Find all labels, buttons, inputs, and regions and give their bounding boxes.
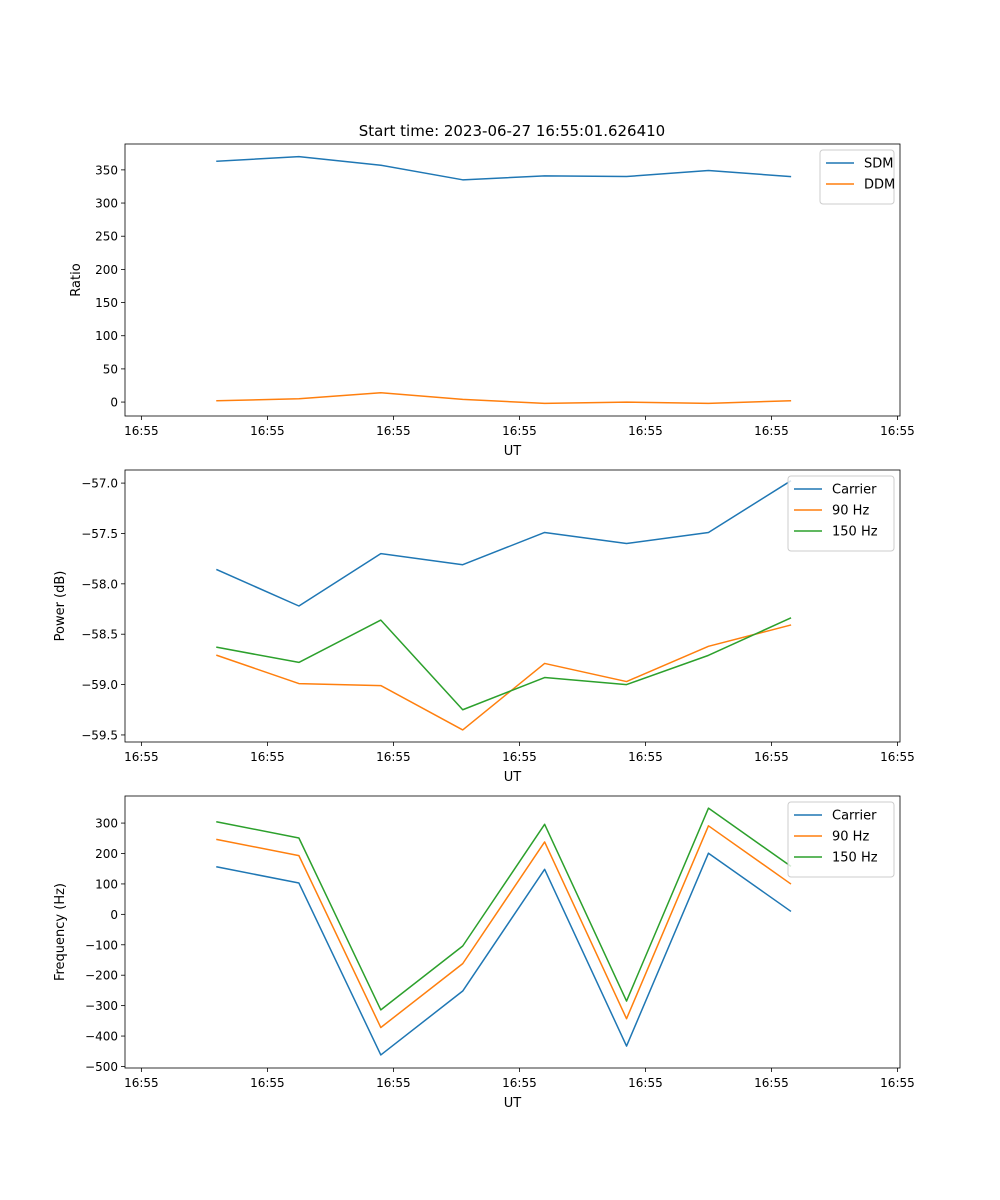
x-axis-label: UT (504, 1096, 522, 1111)
x-tick-label: 16:55 (376, 750, 411, 764)
x-axis-label: UT (504, 770, 522, 785)
x-tick-label: 16:55 (124, 750, 159, 764)
legend-label: 150 Hz (832, 851, 878, 866)
y-tick-label: −58.5 (81, 628, 118, 642)
y-tick-label: −58.0 (81, 577, 118, 591)
y-axis-label: Power (dB) (53, 571, 68, 642)
legend-label: Carrier (832, 483, 877, 498)
legend-label: SDM (864, 157, 893, 172)
x-axis-label: UT (504, 444, 522, 459)
y-tick-label: −300 (85, 999, 118, 1013)
axes-frame (124, 469, 901, 743)
subplot-1: 16:5516:5516:5516:5516:5516:5516:5516:56… (69, 143, 915, 459)
series-line-sdm (216, 155, 792, 181)
legend: Carrier 90 Hz 150 Hz (787, 801, 895, 878)
x-tick-label: 16:55 (754, 1076, 789, 1090)
x-tick-label: 16:55 (628, 424, 663, 438)
y-tick-label: −57.0 (81, 477, 118, 491)
x-tick-label: 16:55 (250, 424, 285, 438)
y-tick-label: 200 (95, 847, 118, 861)
y-tick-label: 200 (95, 263, 118, 277)
legend-label: 90 Hz (832, 830, 869, 845)
legend-label: Carrier (832, 809, 877, 824)
y-tick-label: 50 (103, 362, 118, 376)
legend-label: 150 Hz (832, 525, 878, 540)
y-tick-label: 300 (95, 817, 118, 831)
plots: 16:5516:5516:5516:5516:5516:5516:5516:56… (53, 143, 915, 1111)
y-tick-label: 300 (95, 197, 118, 211)
legend: Carrier 90 Hz 150 Hz (787, 475, 895, 552)
x-tick-label: 16:55 (502, 424, 537, 438)
series-line-90-hz (216, 825, 792, 1029)
x-tick-label: 16:55 (250, 750, 285, 764)
y-axis-label: Frequency (Hz) (53, 883, 68, 981)
series-line-150-hz (216, 807, 792, 1011)
subplot-3: 16:5516:5516:5516:5516:5516:5516:5516:56… (53, 795, 915, 1111)
y-tick-label: 100 (95, 877, 118, 891)
x-tick-label: 16:55 (124, 1076, 159, 1090)
series-line-carrier (216, 480, 792, 607)
figure-title: Start time: 2023-06-27 16:55:01.626410 (359, 122, 665, 140)
subplot-2: 16:5516:5516:5516:5516:5516:5516:5516:56… (53, 469, 915, 785)
x-tick-label: 16:55 (880, 424, 915, 438)
x-tick-label: 16:55 (250, 1076, 285, 1090)
series-line-90-hz (216, 624, 792, 731)
legend-box (787, 475, 895, 552)
x-tick-label: 16:55 (124, 424, 159, 438)
series-line-carrier (216, 852, 792, 1056)
legend-label: DDM (864, 178, 895, 193)
x-tick-label: 16:55 (502, 1076, 537, 1090)
y-tick-label: −59.5 (81, 728, 118, 742)
y-tick-label: −400 (85, 1030, 118, 1044)
y-tick-label: 100 (95, 329, 118, 343)
axes-frame (124, 795, 901, 1069)
legend: SDM DDM (819, 149, 895, 205)
axes-frame (124, 143, 901, 417)
x-tick-label: 16:55 (502, 750, 537, 764)
series-line-150-hz (216, 617, 792, 711)
x-tick-label: 16:55 (376, 424, 411, 438)
legend-box (787, 801, 895, 878)
y-tick-label: 150 (95, 296, 118, 310)
y-tick-label: 350 (95, 163, 118, 177)
y-tick-label: −59.0 (81, 678, 118, 692)
x-tick-label: 16:55 (754, 424, 789, 438)
y-tick-label: 250 (95, 230, 118, 244)
series-line-ddm (216, 392, 792, 405)
x-tick-label: 16:55 (880, 750, 915, 764)
y-tick-label: 0 (110, 396, 118, 410)
x-tick-label: 16:55 (880, 1076, 915, 1090)
y-axis-label: Ratio (69, 263, 84, 296)
y-tick-label: 0 (110, 908, 118, 922)
y-tick-label: −57.5 (81, 527, 118, 541)
y-tick-label: −500 (85, 1060, 118, 1074)
y-tick-label: −100 (85, 938, 118, 952)
x-tick-label: 16:55 (628, 1076, 663, 1090)
legend-label: 90 Hz (832, 504, 869, 519)
x-tick-label: 16:55 (376, 1076, 411, 1090)
y-tick-label: −200 (85, 969, 118, 983)
x-tick-label: 16:55 (754, 750, 789, 764)
x-tick-label: 16:55 (628, 750, 663, 764)
